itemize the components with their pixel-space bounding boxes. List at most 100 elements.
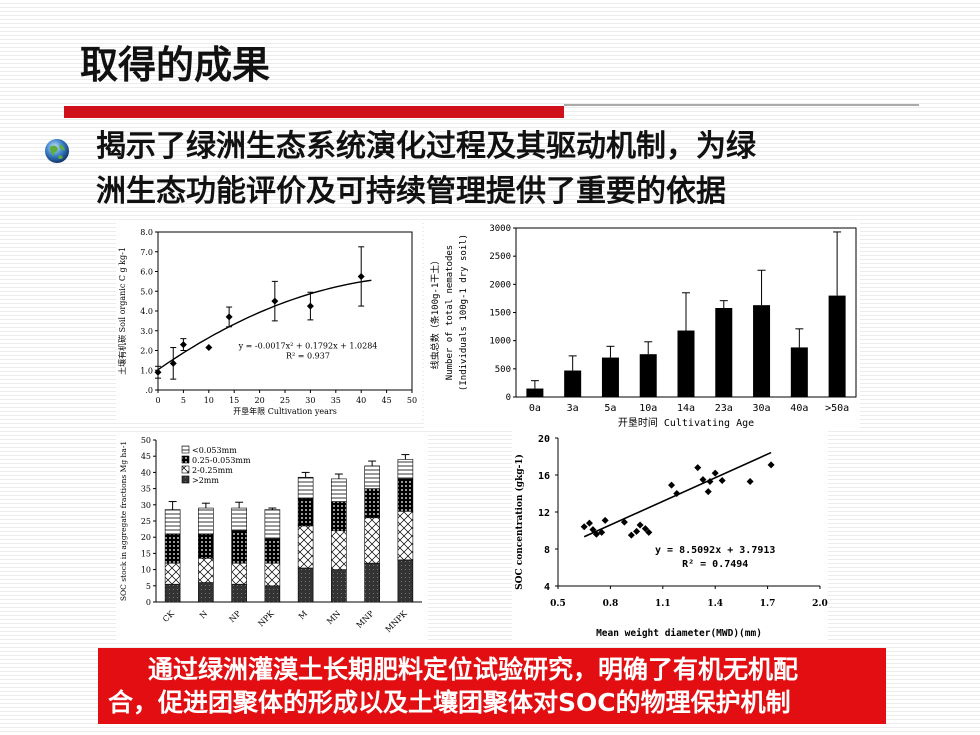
y-tick-label: 500 (495, 365, 511, 375)
bar (526, 388, 544, 397)
y-tick-label: 30 (141, 501, 151, 510)
x-tick-label: 45 (382, 396, 392, 405)
x-tick-label: NP (227, 609, 243, 625)
bar (677, 330, 695, 397)
y-tick-label: 5.0 (140, 287, 153, 296)
y-axis-label: SOC stock in aggregate fractions Mg ha-1 (119, 441, 128, 601)
y-tick-label: 0 (146, 598, 151, 607)
y-tick-label: 4 (544, 582, 550, 593)
y-axis-label: 土壤有机碳 Soil organic C g kg-1 (117, 247, 127, 375)
title-underline-red (64, 106, 564, 118)
data-point (706, 477, 714, 485)
stack-segment (397, 510, 414, 561)
stack-segment (331, 478, 347, 502)
x-axis-label: Mean weight diameter(MWD)(mm) (596, 628, 762, 639)
x-tick-label: 0.8 (603, 599, 619, 609)
stack-segment (364, 488, 380, 519)
x-tick-label: 35 (331, 396, 341, 405)
data-point (711, 469, 719, 477)
data-point (627, 531, 635, 539)
bar (828, 295, 846, 397)
data-point (673, 490, 681, 497)
y-tick-label: 3.0 (140, 327, 153, 336)
stack-segment (364, 517, 380, 564)
x-tick-label: 10 (204, 396, 214, 405)
data-point (641, 525, 649, 533)
bullet-line-1: 揭示了绿洲生态系统演化过程及其驱动机制，为绿 (96, 129, 756, 164)
stack-segment (198, 507, 214, 535)
x-tick-label: 5 (181, 396, 186, 405)
x-tick-label: MNPK (384, 608, 410, 634)
x-tick-label: >50a (825, 403, 849, 414)
stack-segment (164, 583, 181, 603)
x-tick-label: 2.0 (812, 599, 828, 609)
stack-segment (364, 465, 380, 489)
stack-segment (164, 562, 181, 585)
y-tick-label: 20 (538, 434, 550, 445)
x-tick-label: CK (161, 608, 177, 624)
x-tick-label: 30a (753, 403, 771, 414)
data-point (271, 297, 279, 305)
stack-segment (264, 538, 281, 564)
y-tick-label: 5 (146, 582, 151, 591)
stack-segment (331, 530, 347, 570)
bar (564, 370, 582, 397)
data-point (205, 344, 213, 352)
y-tick-label: 7.0 (140, 248, 153, 257)
x-tick-label: 1.4 (707, 599, 723, 609)
y-tick-label: 15 (141, 549, 151, 558)
stack-segment (164, 533, 181, 564)
y-tick-label: 25 (141, 517, 151, 526)
stack-segment (397, 459, 414, 480)
legend-label: 2-0.25mm (192, 466, 233, 475)
x-tick-label: 0a (529, 403, 541, 414)
data-point (704, 488, 712, 496)
y-tick-label: 20 (141, 533, 151, 542)
y-tick-label: 2.0 (140, 347, 153, 356)
x-tick-label: 23a (715, 403, 733, 414)
stack-segment (397, 478, 414, 512)
bar (715, 307, 733, 397)
x-tick-label: 10a (639, 403, 657, 414)
x-tick-label: MN (325, 609, 342, 626)
x-tick-label: M (297, 609, 309, 621)
stack-segment (297, 476, 314, 499)
data-point (718, 477, 726, 485)
soc-stock-chart: 50 45 40 35 30 25 20 15 10 5 0 SOC stock in aggrega… (116, 432, 428, 642)
stack-segment (231, 507, 247, 532)
stack-segment (198, 557, 214, 583)
conclusion-banner: 通过绿洲灌漠土长期肥料定位试验研究，明确了有机无机配 合，促进团聚体的形成以及土… (98, 648, 886, 724)
stack-segment (198, 582, 214, 603)
data-point (306, 302, 314, 310)
y-axis-label: 线虫总数（条100g-1干土） (429, 256, 441, 370)
fit-r2: R² = 0.7494 (682, 559, 748, 570)
stack-segment (231, 530, 247, 564)
data-point (601, 516, 609, 524)
fit-curve (157, 279, 372, 371)
y-axis-label: Number of total nematodes (445, 245, 455, 380)
y-tick-label: 16 (538, 471, 550, 482)
x-tick-label: 50 (407, 396, 417, 405)
y-tick-label: 50 (141, 436, 151, 445)
fit-equation: y = -0.0017x² + 0.1792x + 1.0284 (238, 342, 378, 351)
x-tick-label: 3a (567, 403, 579, 414)
data-point (589, 526, 597, 534)
globe-bullet-icon (45, 139, 69, 163)
y-axis-label: SOC concentration (gkg-1) (514, 454, 525, 590)
stack-segment (264, 562, 281, 587)
stack-segment (397, 559, 414, 603)
y-tick-label: 2000 (489, 280, 511, 290)
data-point (668, 481, 676, 489)
y-tick-label: 6.0 (140, 268, 153, 277)
x-tick-label: 20 (255, 396, 265, 405)
soc-mwd-chart: 20 16 12 8 4 0.5 0.8 1.1 1.4 1.7 2.0 Mean weight di… (512, 428, 828, 642)
y-tick-label: 45 (141, 452, 151, 461)
data-point (154, 368, 162, 376)
y-tick-label: 35 (141, 485, 151, 494)
data-point (767, 461, 775, 469)
y-tick-label: 3000 (489, 224, 511, 234)
legend-label: 0.25-0.053mm (192, 456, 251, 465)
data-point (169, 359, 177, 367)
data-point (620, 518, 628, 526)
